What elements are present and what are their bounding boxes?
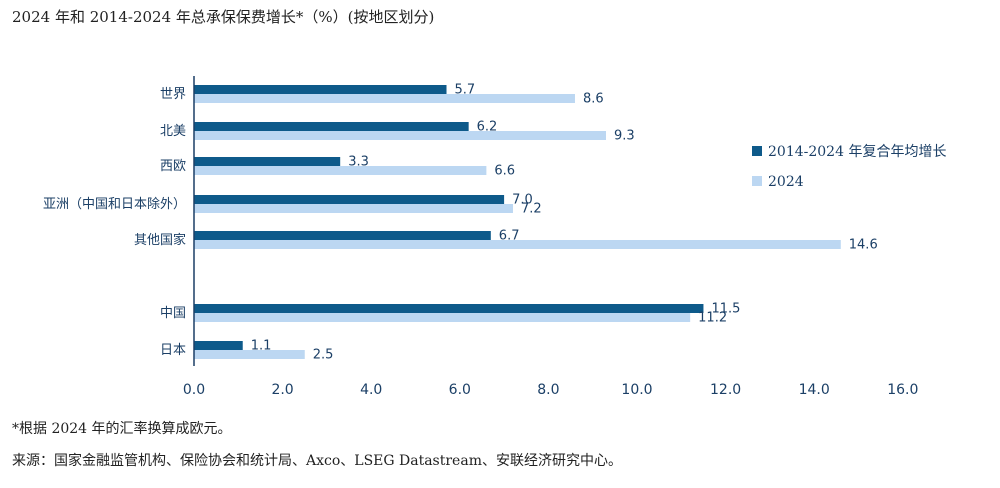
category-label: 北美: [160, 124, 186, 139]
x-tick-label: 4.0: [360, 382, 382, 398]
category-label: 西欧: [160, 159, 186, 174]
value-label-cagr: 5.7: [455, 83, 476, 98]
x-tick-label: 12.0: [710, 382, 741, 398]
value-label-2024: 2.5: [313, 348, 334, 363]
source-note: 来源：国家金融监管机构、保险协会和统计局、Axco、LSEG Datastrea…: [12, 453, 622, 469]
x-tick-label: 16.0: [887, 382, 918, 398]
category-label: 中国: [160, 306, 186, 321]
bar-2024: [194, 94, 575, 103]
bar-2024: [194, 166, 487, 175]
value-label-cagr: 1.1: [251, 339, 272, 354]
x-tick-label: 14.0: [799, 382, 830, 398]
category-label: 其他国家: [134, 232, 186, 248]
bar-2024: [194, 313, 691, 322]
bar-cagr: [194, 195, 505, 204]
legend-label-cagr: 2014-2024 年复合年均增长: [768, 143, 946, 160]
value-label-cagr: 6.7: [499, 229, 520, 244]
bar-2024: [194, 350, 305, 359]
category-label: 日本: [160, 343, 186, 358]
bar-cagr: [194, 341, 243, 350]
value-label-cagr: 7.0: [512, 193, 533, 208]
chart-title: 2024 年和 2014-2024 年总承保保费增长*（%）(按地区划分): [12, 8, 435, 26]
value-label-cagr: 3.3: [348, 155, 369, 170]
value-label-2024: 14.6: [849, 238, 878, 253]
value-label-2024: 9.3: [614, 129, 635, 144]
category-label: 世界: [160, 87, 186, 102]
value-label-2024: 11.2: [698, 311, 727, 326]
legend: 2014-2024 年复合年均增长 2024: [752, 143, 946, 190]
bar-cagr: [194, 85, 447, 94]
legend-swatch-cagr: [752, 146, 762, 156]
legend-label-2024: 2024: [768, 174, 804, 190]
bar-cagr: [194, 304, 704, 313]
x-tick-label: 8.0: [537, 382, 559, 398]
x-tick-label: 0.0: [183, 382, 205, 398]
x-tick-label: 2.0: [271, 382, 293, 398]
value-label-2024: 7.2: [521, 202, 542, 217]
footnote: *根据 2024 年的汇率换算成欧元。: [12, 421, 232, 437]
value-labels: 5.7 8.6 6.2 9.3 3.3 6.6 7.07.26.7 14.6 11.511.2 1…: [251, 83, 878, 363]
bar-2024: [194, 240, 841, 249]
value-label-cagr: 6.2: [477, 120, 498, 135]
x-axis-ticks: 0.0 2.0 4.0 6.0 8.0 10.0 12.0 14.0 16.0: [183, 382, 919, 398]
legend-swatch-2024: [752, 176, 762, 186]
bar-cagr: [194, 122, 469, 131]
bar-2024: [194, 204, 513, 213]
bars-layer: [194, 85, 841, 359]
category-label: 亚洲（中国和日本除外）: [43, 197, 186, 212]
x-tick-label: 6.0: [449, 382, 471, 398]
x-tick-label: 10.0: [621, 382, 652, 398]
bar-cagr: [194, 231, 491, 240]
value-label-cagr: 11.5: [711, 302, 740, 317]
value-label-2024: 8.6: [583, 92, 604, 107]
bar-cagr: [194, 157, 341, 166]
bar-2024: [194, 131, 606, 140]
value-label-2024: 6.6: [494, 164, 515, 179]
